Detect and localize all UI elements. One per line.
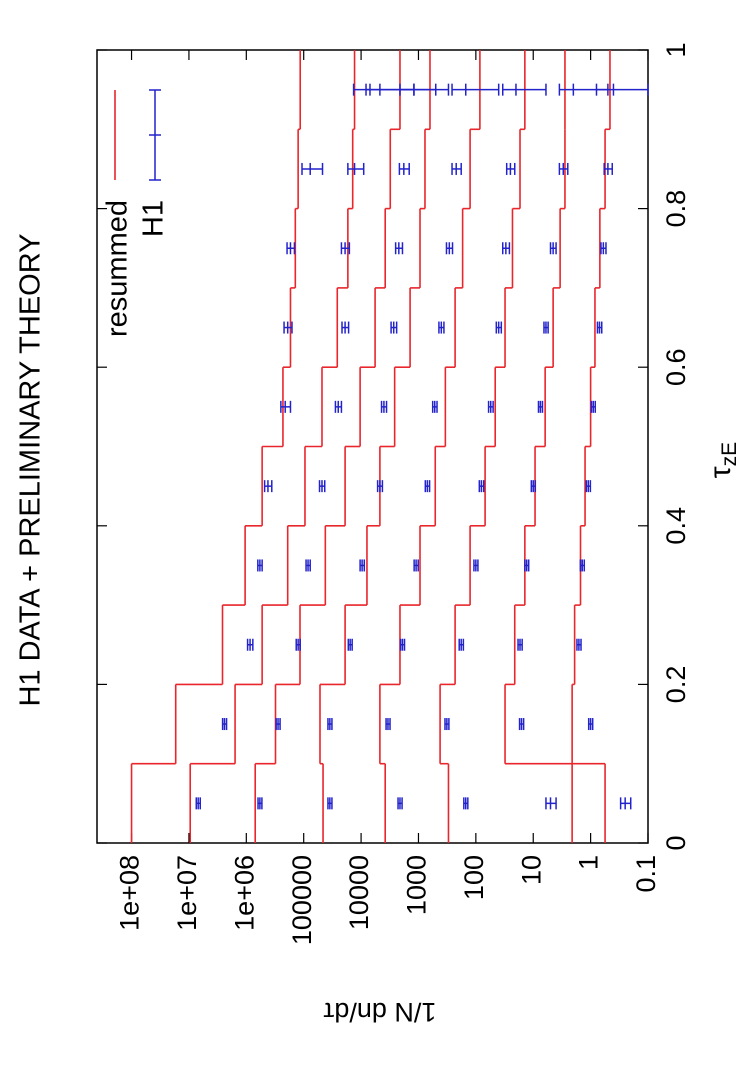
chart-title: H1 DATA + PRELIMINARY THEORY — [15, 233, 47, 706]
legend-label: resummed — [102, 200, 134, 337]
x-tick-label: 0.2 — [661, 666, 691, 704]
x-tick-label: 0.6 — [661, 348, 691, 386]
y-tick-label: 1e+06 — [229, 855, 259, 931]
legend-label: H1 — [138, 200, 170, 237]
y-tick-label: 0.1 — [631, 855, 661, 893]
y-tick-label: 10 — [516, 855, 546, 885]
x-tick-label: 0.8 — [661, 190, 691, 228]
y-tick-label: 1 — [574, 855, 604, 870]
x-label-symbol: τ — [704, 466, 737, 478]
y-axis-label: 1/N dn/dτ — [323, 997, 436, 1027]
x-tick-label: 0 — [661, 835, 691, 850]
y-tick-label: 10000 — [344, 855, 374, 930]
y-tick-label: 1000 — [402, 855, 432, 915]
x-tick-label: 1 — [661, 42, 691, 57]
x-axis-label: τzE — [704, 442, 741, 478]
y-tick-label: 1e+08 — [115, 855, 145, 931]
y-tick-label: 100 — [459, 855, 489, 900]
y-tick-label: 1e+07 — [172, 855, 202, 931]
x-tick-label: 0.4 — [661, 507, 691, 545]
y-tick-label: 100000 — [287, 855, 317, 945]
rotated-plot: H1 DATA + PRELIMINARY THEORY τzE 1/N dn/… — [15, 42, 741, 1026]
x-label-subscript: zE — [718, 442, 741, 467]
plot-frame — [96, 49, 649, 844]
